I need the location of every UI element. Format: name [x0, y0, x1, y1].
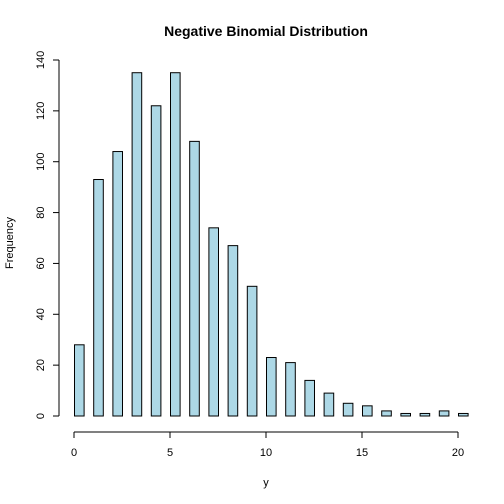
histogram-bar [285, 362, 296, 417]
histogram-bar [131, 72, 143, 417]
y-axis-label: Frequency [4, 217, 16, 269]
x-tick-label: 20 [452, 447, 464, 459]
y-tick-label: 80 [35, 206, 47, 218]
histogram-bar [150, 105, 162, 417]
histogram-bar [400, 412, 411, 417]
histogram-bar [362, 405, 373, 417]
histogram-bar [323, 392, 335, 417]
bars-group [74, 72, 469, 417]
x-axis: 0 5 10 15 20 [71, 431, 464, 459]
y-tick-label: 0 [35, 413, 47, 419]
histogram-bar [304, 379, 315, 417]
y-tick-label: 100 [35, 153, 47, 171]
x-tick-label: 5 [167, 447, 173, 459]
x-tick-label: 10 [260, 447, 272, 459]
histogram-bar [112, 151, 124, 417]
histogram-bar [266, 357, 277, 417]
x-tick-label: 0 [71, 447, 77, 459]
histogram-bar [189, 140, 200, 417]
histogram-bar [342, 402, 354, 417]
y-tick-label: 140 [35, 51, 47, 69]
y-axis: 0 20 40 60 80 100 120 140 [35, 51, 60, 419]
histogram-bar [381, 410, 392, 417]
histogram-bar [227, 245, 239, 417]
histogram-bar [93, 179, 104, 417]
histogram-bar [438, 410, 450, 417]
x-axis-label: y [263, 477, 269, 489]
x-tick-label: 15 [356, 447, 368, 459]
histogram-bar [246, 285, 258, 417]
y-tick-label: 60 [35, 257, 47, 269]
histogram-bar [170, 72, 181, 417]
histogram-bar [208, 227, 219, 417]
histogram-bar [458, 412, 469, 417]
y-tick-label: 40 [35, 308, 47, 320]
chart-title: Negative Binomial Distribution [164, 23, 368, 39]
histogram-bar [419, 412, 431, 417]
histogram-bar [74, 344, 85, 417]
y-tick-label: 20 [35, 359, 47, 371]
y-tick-label: 120 [35, 102, 47, 120]
